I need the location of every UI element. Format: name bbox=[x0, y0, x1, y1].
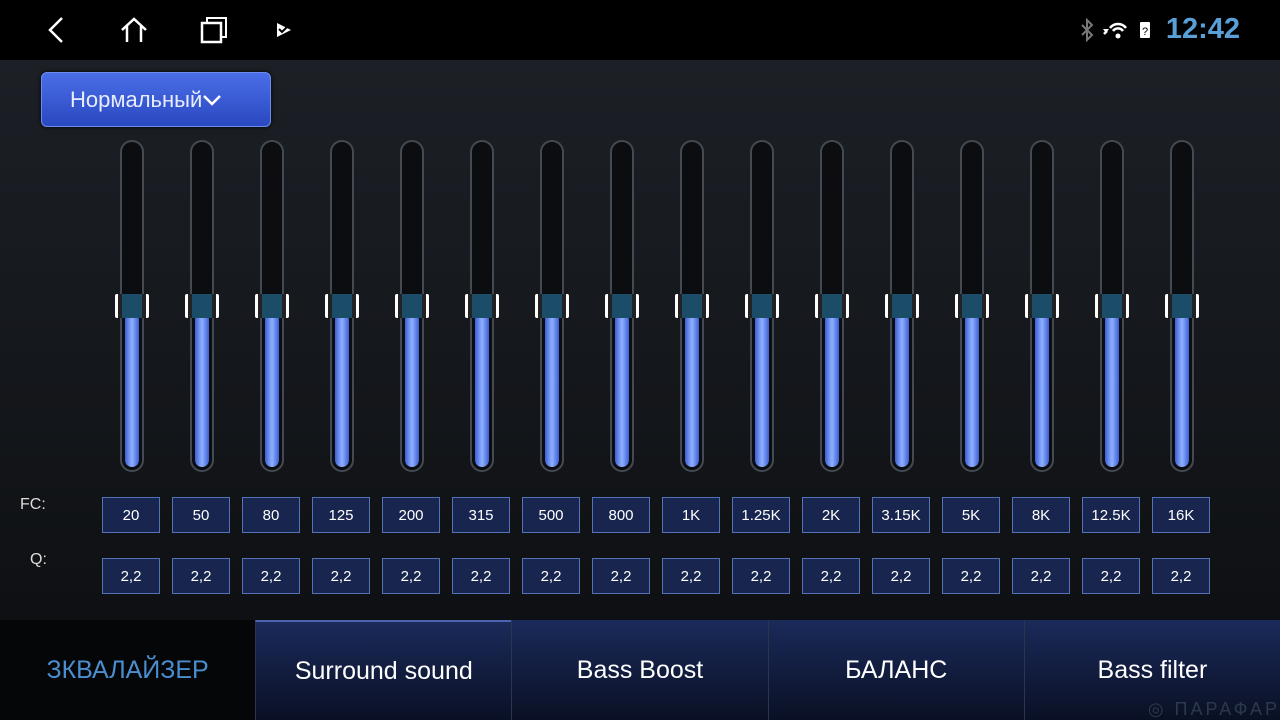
q-value-box[interactable]: 2,2 bbox=[1082, 558, 1140, 594]
q-value-box[interactable]: 2,2 bbox=[452, 558, 510, 594]
slider-fill bbox=[895, 313, 909, 467]
slider-thumb[interactable] bbox=[1165, 294, 1199, 318]
slider-fill bbox=[195, 313, 209, 467]
slider-thumb[interactable] bbox=[745, 294, 779, 318]
slider-fill bbox=[615, 313, 629, 467]
fc-value-box[interactable]: 3.15K bbox=[872, 497, 930, 533]
slider-thumb[interactable] bbox=[815, 294, 849, 318]
slider-thumb[interactable] bbox=[885, 294, 919, 318]
q-value-box[interactable]: 2,2 bbox=[942, 558, 1000, 594]
slider-fill bbox=[335, 313, 349, 467]
fc-value-box[interactable]: 5K bbox=[942, 497, 1000, 533]
tab-3[interactable]: БАЛАНС bbox=[767, 620, 1024, 720]
preset-label: Нормальный bbox=[70, 86, 203, 112]
q-value-box[interactable]: 2,2 bbox=[172, 558, 230, 594]
q-value-box[interactable]: 2,2 bbox=[872, 558, 930, 594]
q-label: Q: bbox=[30, 551, 47, 568]
back-icon bbox=[48, 17, 63, 43]
q-value-box[interactable]: 2,2 bbox=[242, 558, 300, 594]
slider-fill bbox=[545, 313, 559, 467]
q-value-box[interactable]: 2,2 bbox=[592, 558, 650, 594]
slider-fill bbox=[125, 313, 139, 467]
sim-icon: ? bbox=[1140, 22, 1150, 38]
slider-thumb[interactable] bbox=[955, 294, 989, 318]
slider-fill bbox=[265, 313, 279, 467]
fc-value-box[interactable]: 2K bbox=[802, 497, 860, 533]
q-value-box[interactable]: 2,2 bbox=[662, 558, 720, 594]
slider-fill bbox=[685, 313, 699, 467]
q-value-box[interactable]: 2,2 bbox=[732, 558, 790, 594]
q-value-box[interactable]: 2,2 bbox=[1152, 558, 1210, 594]
tab-0[interactable]: ЗКВАЛАЙЗЕР bbox=[0, 620, 256, 720]
status-bar: ? 12:42 bbox=[0, 0, 1280, 60]
tab-2[interactable]: Bass Boost bbox=[511, 620, 768, 720]
q-value-box[interactable]: 2,2 bbox=[802, 558, 860, 594]
slider-thumb[interactable] bbox=[255, 294, 289, 318]
q-value-box[interactable]: 2,2 bbox=[312, 558, 370, 594]
slider-fill bbox=[755, 313, 769, 467]
tab-bar: ЗКВАЛАЙЗЕР Surround sound Bass Boost БАЛАНС… bbox=[0, 620, 1280, 720]
slider-fill bbox=[475, 313, 489, 467]
slider-fill bbox=[1105, 313, 1119, 467]
slider-thumb[interactable] bbox=[1095, 294, 1129, 318]
preset-dropdown[interactable]: Нормальный bbox=[41, 72, 271, 127]
slider-fill bbox=[825, 313, 839, 467]
cast-button[interactable] bbox=[266, 14, 302, 46]
slider-thumb[interactable] bbox=[325, 294, 359, 318]
tab-4[interactable]: Bass filter bbox=[1023, 620, 1280, 720]
chevron-down-icon bbox=[203, 94, 222, 106]
q-value-box[interactable]: 2,2 bbox=[522, 558, 580, 594]
slider-thumb[interactable] bbox=[605, 294, 639, 318]
slider-thumb[interactable] bbox=[395, 294, 429, 318]
watermark-logo: ◎ ПАРАФАР bbox=[1147, 699, 1280, 719]
q-value-box[interactable]: 2,2 bbox=[1012, 558, 1070, 594]
fc-value-box[interactable]: 12.5K bbox=[1082, 497, 1140, 533]
bluetooth-icon bbox=[1081, 18, 1094, 42]
fc-value-box[interactable]: 8K bbox=[1012, 497, 1070, 533]
fc-value-box[interactable]: 20 bbox=[102, 497, 160, 533]
home-icon bbox=[121, 17, 147, 42]
fc-value-box[interactable]: 800 bbox=[592, 497, 650, 533]
fc-value-box[interactable]: 200 bbox=[382, 497, 440, 533]
fc-value-box[interactable]: 315 bbox=[452, 497, 510, 533]
fc-value-box[interactable]: 1.25K bbox=[732, 497, 790, 533]
recents-icon bbox=[200, 17, 227, 44]
svg-text:?: ? bbox=[1142, 26, 1148, 38]
back-button[interactable] bbox=[38, 14, 74, 46]
fc-value-box[interactable]: 1K bbox=[662, 497, 720, 533]
slider-thumb[interactable] bbox=[115, 294, 149, 318]
wifi-icon bbox=[1103, 22, 1127, 39]
slider-fill bbox=[1175, 313, 1189, 467]
slider-thumb[interactable] bbox=[535, 294, 569, 318]
q-value-box[interactable]: 2,2 bbox=[382, 558, 440, 594]
home-button[interactable] bbox=[116, 14, 152, 46]
slider-fill bbox=[965, 313, 979, 467]
slider-thumb[interactable] bbox=[1025, 294, 1059, 318]
fc-label: FC: bbox=[20, 496, 46, 513]
q-value-box[interactable]: 2,2 bbox=[102, 558, 160, 594]
slider-thumb[interactable] bbox=[185, 294, 219, 318]
cast-icon bbox=[277, 23, 291, 37]
fc-value-box[interactable]: 500 bbox=[522, 497, 580, 533]
fc-value-box[interactable]: 125 bbox=[312, 497, 370, 533]
slider-thumb[interactable] bbox=[465, 294, 499, 318]
fc-value-box[interactable]: 80 bbox=[242, 497, 300, 533]
slider-fill bbox=[1035, 313, 1049, 467]
recents-button[interactable] bbox=[196, 14, 232, 46]
fc-value-box[interactable]: 50 bbox=[172, 497, 230, 533]
slider-thumb[interactable] bbox=[675, 294, 709, 318]
tab-1[interactable]: Surround sound bbox=[255, 620, 512, 720]
fc-value-box[interactable]: 16K bbox=[1152, 497, 1210, 533]
slider-fill bbox=[405, 313, 419, 467]
clock: 12:42 bbox=[1165, 13, 1240, 45]
